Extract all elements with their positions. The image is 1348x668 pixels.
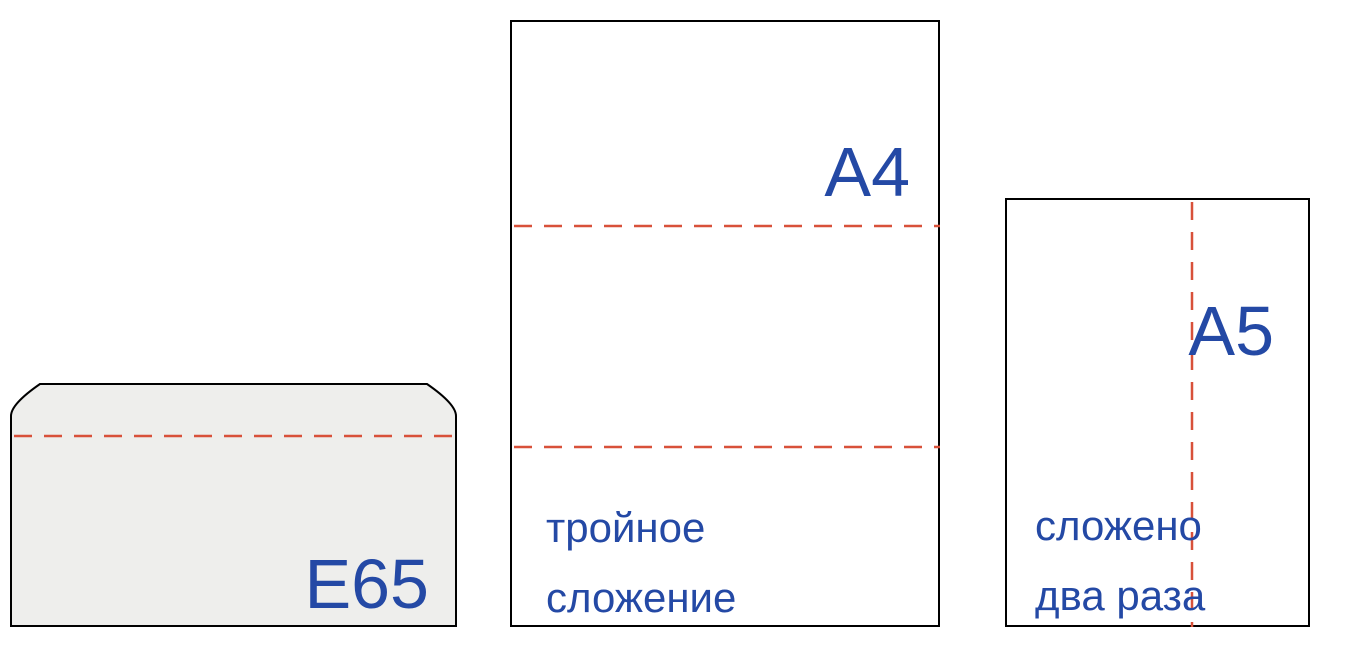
a4-caption-line1: тройное bbox=[546, 507, 705, 549]
a4-label: A4 bbox=[824, 137, 910, 207]
sheet-a5: A5 сложено два раза bbox=[1005, 198, 1310, 627]
envelope-e65: E65 bbox=[10, 380, 457, 627]
envelope-label: E65 bbox=[304, 549, 429, 619]
diagram-stage: E65 A4 тройное сложение A5 сложено два р… bbox=[0, 0, 1348, 668]
a4-caption-line2: сложение bbox=[546, 577, 736, 619]
a5-label: A5 bbox=[1188, 296, 1274, 366]
a5-fold-line bbox=[1007, 200, 1308, 625]
a5-caption-line1: сложено bbox=[1035, 505, 1202, 547]
sheet-a4: A4 тройное сложение bbox=[510, 20, 940, 627]
a5-caption-line2: два раза bbox=[1035, 575, 1205, 617]
